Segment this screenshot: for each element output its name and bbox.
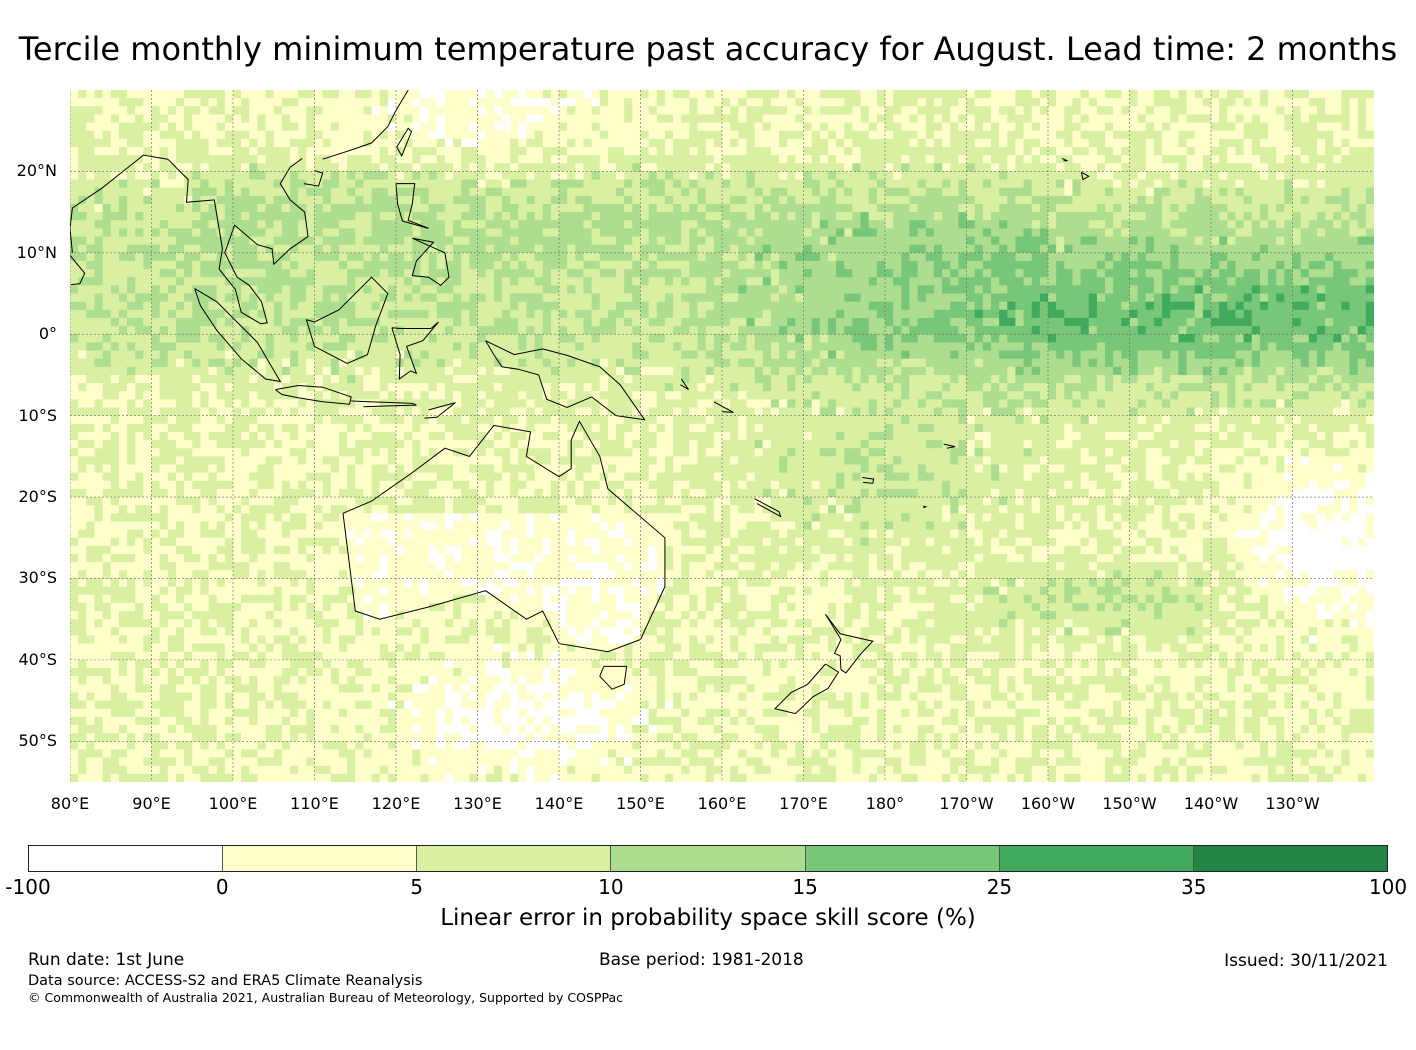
coastline-17 bbox=[424, 402, 456, 419]
coastline-9 bbox=[395, 183, 429, 229]
lat-label: 10°S bbox=[18, 405, 57, 425]
colorbar-tick: 0 bbox=[215, 875, 229, 899]
coastline-5 bbox=[275, 384, 352, 405]
lon-label: 170°E bbox=[779, 794, 828, 813]
lon-label: 150°E bbox=[616, 794, 665, 813]
colorbar-segment bbox=[1193, 846, 1387, 871]
colorbar-segment bbox=[999, 846, 1194, 871]
lat-label: 40°S bbox=[18, 649, 57, 669]
coastline-11 bbox=[396, 127, 413, 158]
lon-label: 160°W bbox=[1020, 794, 1076, 813]
colorbar-segment bbox=[805, 846, 1000, 871]
lon-label: 140°E bbox=[534, 794, 584, 813]
skill-score-grid bbox=[70, 90, 1374, 782]
lon-label: 150°W bbox=[1102, 794, 1157, 813]
lat-label: 50°S bbox=[18, 731, 57, 751]
map-canvas bbox=[70, 90, 1374, 782]
graticule bbox=[70, 90, 1374, 782]
lat-label: 20°S bbox=[18, 487, 57, 507]
run-date: Run date: 1st June bbox=[28, 950, 185, 970]
colorbar-segment bbox=[611, 846, 806, 871]
coastline-18 bbox=[862, 477, 875, 484]
coastline-15 bbox=[70, 254, 86, 286]
lat-label: 20°N bbox=[16, 161, 57, 181]
map-title: Tercile monthly minimum temperature past… bbox=[18, 30, 1398, 68]
coastline-6 bbox=[305, 276, 389, 365]
colorbar-segment bbox=[223, 846, 418, 871]
data-source: Data source: ACCESS-S2 and ERA5 Climate … bbox=[28, 973, 423, 989]
colorbar-label: Linear error in probability space skill … bbox=[440, 905, 976, 931]
colorbar-tick: 25 bbox=[986, 875, 1013, 899]
lon-label: 110°E bbox=[290, 794, 339, 813]
coastline-3 bbox=[774, 663, 840, 715]
coastline-20 bbox=[680, 378, 690, 391]
colorbar-tick: -100 bbox=[5, 875, 51, 899]
colorbar-tick: 35 bbox=[1180, 875, 1207, 899]
coastline-16 bbox=[351, 400, 417, 408]
colorbar-segment bbox=[417, 846, 612, 871]
lat-label: 30°S bbox=[18, 568, 57, 588]
lat-label: 10°N bbox=[16, 242, 57, 262]
coastline-25 bbox=[923, 505, 928, 509]
issued-date: Issued: 30/11/2021 bbox=[1224, 951, 1388, 971]
lon-label: 130°E bbox=[453, 794, 502, 813]
coastline-1 bbox=[599, 665, 628, 690]
coastline-23 bbox=[1061, 157, 1068, 162]
lon-label: 100°E bbox=[208, 794, 258, 813]
colorbar bbox=[28, 845, 1388, 872]
skill-score-map bbox=[70, 90, 1374, 782]
coastline-21 bbox=[713, 401, 734, 413]
coastline-24 bbox=[943, 443, 956, 449]
coastline-14 bbox=[303, 170, 324, 187]
lon-label: 160°E bbox=[697, 794, 747, 813]
colorbar-tick: 100 bbox=[1368, 875, 1408, 899]
coastline-7 bbox=[391, 321, 439, 380]
coastline-19 bbox=[754, 498, 782, 518]
coastline-2 bbox=[825, 613, 874, 674]
lon-label: 80°E bbox=[50, 794, 90, 813]
lon-label: 140°W bbox=[1183, 794, 1239, 813]
colorbar-tick: 15 bbox=[792, 875, 818, 899]
lon-label: 120°E bbox=[371, 794, 421, 813]
lon-label: 180° bbox=[865, 794, 905, 813]
lon-label: 90°E bbox=[132, 794, 171, 813]
colorbar-tick: 5 bbox=[410, 875, 423, 899]
base-period: Base period: 1981-2018 bbox=[599, 950, 804, 970]
coastline-12 bbox=[70, 154, 309, 325]
coastline-10 bbox=[411, 237, 450, 287]
coastline-4 bbox=[194, 288, 282, 383]
lon-label: 130°W bbox=[1265, 794, 1320, 813]
colorbar-segment bbox=[29, 846, 224, 871]
coastline-8 bbox=[485, 340, 646, 421]
lon-label: 170°W bbox=[939, 794, 994, 813]
colorbar-tick: 10 bbox=[598, 875, 624, 899]
copyright: © Commonwealth of Australia 2021, Austra… bbox=[28, 990, 623, 1005]
lat-label: 0° bbox=[38, 324, 57, 344]
coastline-22 bbox=[1080, 171, 1090, 181]
